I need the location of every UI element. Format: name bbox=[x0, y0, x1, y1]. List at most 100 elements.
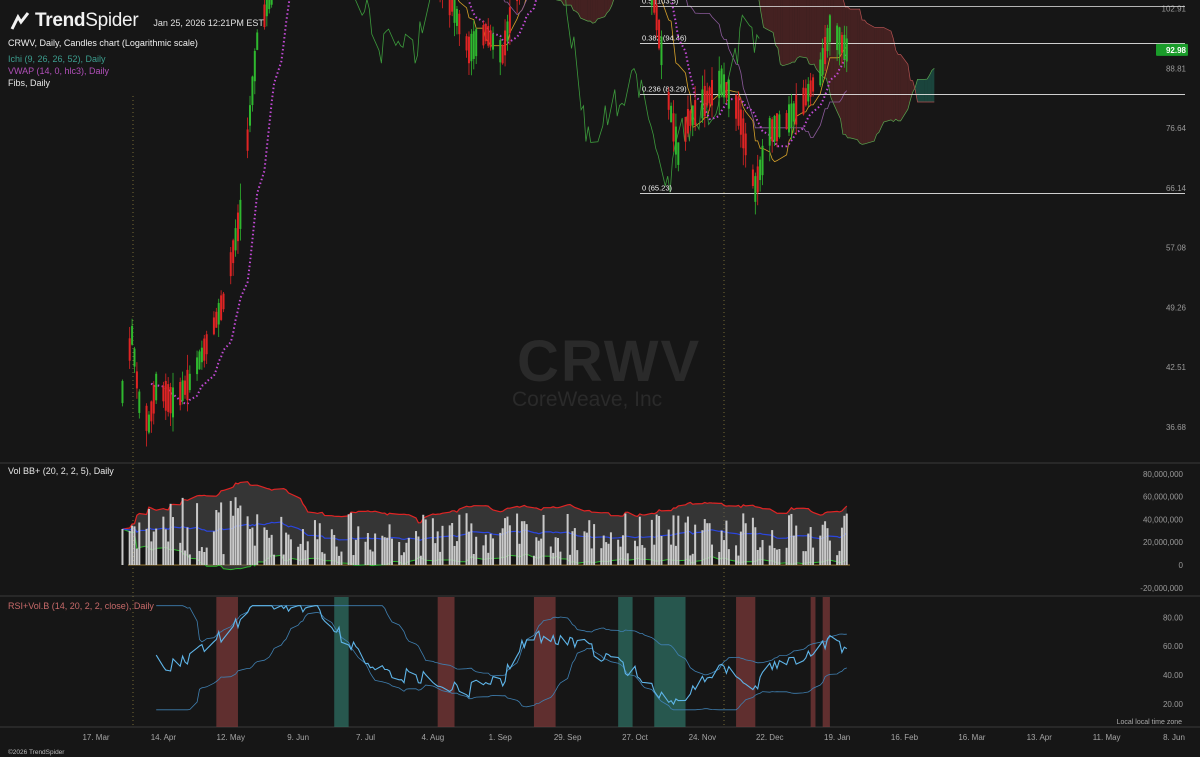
ichimoku-cloud-segment bbox=[761, 0, 764, 28]
candle-body bbox=[489, 30, 492, 48]
volume-bar bbox=[164, 529, 167, 565]
candle bbox=[838, 26, 841, 66]
ichimoku-cloud-segment bbox=[595, 0, 598, 23]
volume-bar bbox=[318, 523, 321, 565]
indicator-ichimoku-label[interactable]: Ichi (9, 26, 26, 52), Daily bbox=[8, 54, 106, 64]
candle bbox=[650, 0, 653, 15]
candle-body bbox=[694, 100, 697, 126]
volume-bar bbox=[737, 555, 740, 565]
candle bbox=[677, 142, 680, 172]
volume-bar bbox=[501, 528, 504, 565]
volume-bar bbox=[253, 545, 256, 565]
volume-bar bbox=[711, 544, 713, 565]
volume-bar bbox=[706, 523, 709, 565]
volume-bar bbox=[465, 513, 468, 565]
volume-bar bbox=[739, 531, 742, 565]
volume-bar bbox=[621, 535, 624, 565]
volume-bar bbox=[619, 546, 622, 565]
volume-bar bbox=[239, 505, 242, 565]
series-title[interactable]: CRWV, Daily, Candles chart (Logarithmic … bbox=[8, 38, 198, 48]
candle bbox=[771, 117, 774, 153]
volume-bar bbox=[569, 554, 572, 565]
candle-body bbox=[152, 385, 155, 414]
candle bbox=[790, 93, 793, 140]
volume-bar bbox=[826, 528, 829, 565]
candle-body bbox=[821, 48, 824, 75]
volume-bar bbox=[138, 522, 141, 565]
volume-bar bbox=[778, 549, 781, 565]
volume-bar bbox=[467, 531, 470, 565]
volume-bar bbox=[660, 535, 663, 565]
volume-bar bbox=[756, 549, 759, 565]
candle-body bbox=[217, 302, 220, 325]
volume-bar bbox=[576, 550, 579, 565]
volume-bar bbox=[802, 551, 805, 565]
candle bbox=[775, 113, 778, 148]
ichimoku-cloud-segment bbox=[876, 27, 879, 135]
candle-body bbox=[133, 348, 136, 367]
ichimoku-cloud-segment bbox=[910, 80, 913, 101]
volume-bar bbox=[549, 546, 552, 565]
candle-body bbox=[270, 0, 273, 5]
ichimoku-cloud-segment bbox=[864, 20, 867, 144]
volume-bar bbox=[422, 514, 425, 565]
volume-bar bbox=[280, 516, 283, 565]
ichimoku-cloud-segment bbox=[773, 0, 776, 46]
volume-bar bbox=[694, 524, 697, 565]
candle-body bbox=[773, 115, 776, 142]
volume-bar bbox=[812, 547, 815, 565]
volume-bar bbox=[169, 503, 172, 565]
indicator-vwap-label[interactable]: VWAP (14, 0, hlc3), Daily bbox=[8, 66, 110, 76]
watermark-ticker: CRWV bbox=[517, 329, 702, 394]
volume-bar bbox=[720, 530, 723, 565]
candle-body bbox=[516, 0, 519, 2]
candle-body bbox=[482, 25, 485, 46]
candle-body bbox=[840, 34, 843, 53]
candle-body bbox=[167, 384, 170, 412]
price-y-tick-label: 49.26 bbox=[1166, 303, 1187, 312]
candle bbox=[188, 365, 191, 393]
candle bbox=[691, 105, 694, 137]
candle bbox=[499, 38, 502, 76]
candle-body bbox=[484, 24, 487, 42]
candle-body bbox=[655, 4, 658, 31]
candle-body bbox=[263, 4, 266, 28]
volume-bar bbox=[482, 545, 485, 565]
ichimoku-cloud-segment bbox=[578, 0, 581, 19]
volume-bar bbox=[251, 527, 254, 565]
volume-y-tick-label: 0 bbox=[1179, 561, 1184, 570]
indicator-fibs-label[interactable]: Fibs, Daily bbox=[8, 78, 51, 88]
volume-panel-title[interactable]: Vol BB+ (20, 2, 2, 5), Daily bbox=[8, 466, 114, 476]
candle-body bbox=[725, 82, 728, 98]
volume-bar bbox=[670, 544, 673, 565]
volume-bar bbox=[155, 528, 158, 565]
time-axis-tick-label: 19. Jan bbox=[824, 733, 850, 742]
volume-bar bbox=[636, 546, 639, 565]
volume-bar bbox=[588, 520, 591, 565]
volume-bar bbox=[602, 535, 605, 565]
candle bbox=[439, 0, 441, 3]
candle-body bbox=[819, 59, 822, 86]
candle bbox=[205, 330, 208, 365]
volume-bar bbox=[424, 519, 427, 565]
candle-body bbox=[756, 166, 759, 193]
volume-bar bbox=[405, 542, 408, 565]
candle-body bbox=[172, 387, 174, 418]
volume-bar bbox=[470, 523, 473, 565]
volume-bar bbox=[472, 554, 475, 565]
ichimoku-cloud-segment bbox=[898, 54, 901, 121]
rsi-shaded-zone bbox=[216, 597, 238, 727]
ichimoku-cloud-segment bbox=[592, 0, 596, 24]
candle bbox=[754, 172, 757, 215]
candle bbox=[735, 93, 738, 132]
candle-body bbox=[828, 15, 831, 43]
ichimoku-cloud-segment bbox=[587, 0, 591, 22]
rsi-panel-title[interactable]: RSI+Vol.B (14, 20, 2, 2, close), Daily bbox=[8, 601, 154, 611]
volume-bar bbox=[484, 534, 487, 565]
candle bbox=[807, 77, 810, 107]
volume-bar bbox=[354, 539, 357, 565]
candle bbox=[484, 22, 487, 45]
candle-body bbox=[467, 36, 470, 64]
volume-bar bbox=[840, 527, 843, 565]
